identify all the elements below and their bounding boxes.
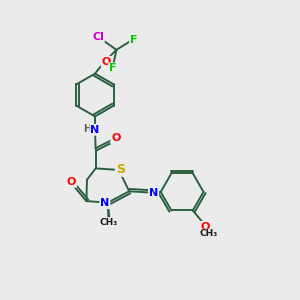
Text: F: F <box>130 35 137 45</box>
Text: H: H <box>82 124 91 134</box>
Text: methyl: methyl <box>104 216 109 217</box>
Text: N: N <box>149 188 158 197</box>
Text: O: O <box>102 57 111 67</box>
Text: N: N <box>100 198 110 208</box>
Text: F: F <box>109 63 117 73</box>
Text: methyl: methyl <box>107 220 112 222</box>
Text: CH₃: CH₃ <box>99 218 118 227</box>
Text: O: O <box>67 177 76 187</box>
Text: S: S <box>116 163 125 176</box>
Text: CH₃: CH₃ <box>199 229 218 238</box>
Text: Cl: Cl <box>92 32 104 42</box>
Text: O: O <box>111 133 121 143</box>
Text: O: O <box>201 222 210 232</box>
Text: N: N <box>90 125 100 135</box>
